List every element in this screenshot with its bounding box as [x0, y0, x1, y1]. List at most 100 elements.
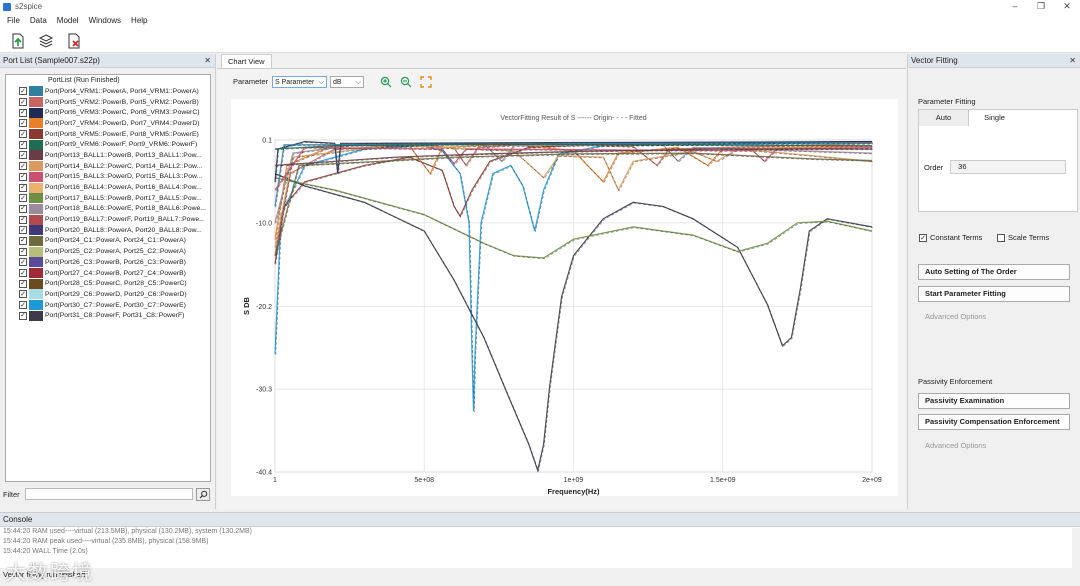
series-fitted-line [275, 144, 873, 241]
layers-button[interactable] [37, 32, 55, 50]
checkbox-checked-icon[interactable]: ✓ [19, 279, 27, 288]
filter-input[interactable] [25, 488, 193, 500]
constant-terms-checkbox[interactable]: ✓ Constant Terms [919, 233, 982, 242]
minimize-button[interactable]: – [1012, 1, 1018, 11]
parameter-row: Parameter S Parameter ⌵ dB ⌵ [233, 75, 432, 88]
menu-windows[interactable]: Windows [88, 16, 122, 25]
port-row[interactable]: ✓ Port(Port16_BALL4::PowerA, Port16_BALL4… [6, 182, 210, 193]
port-row[interactable]: ✓ Port(Port31_C8::PowerF, Port31_C8::Powe… [6, 310, 210, 321]
port-row[interactable]: ✓ Port(Port15_BALL3::PowerD, Port15_BALL3… [6, 171, 210, 183]
port-row[interactable]: ✓ Port(Port9_VRM6::PowerF, Port9_VRM6::Po… [6, 139, 210, 150]
zoom-in-icon[interactable] [380, 76, 392, 88]
unit-select[interactable]: dB ⌵ [330, 75, 365, 88]
tab-auto[interactable]: Auto [919, 110, 969, 126]
port-row[interactable]: ✓ Port(Port5_VRM2::PowerB, Port5_VRM2::Po… [6, 97, 210, 108]
filter-search-button[interactable] [196, 487, 210, 501]
menu-model[interactable]: Model [56, 16, 79, 25]
tab-chart-view[interactable]: Chart View [221, 54, 272, 68]
port-label: Port(Port25_C2::PowerA, Port25_C2::Power… [45, 248, 186, 256]
checkbox-checked-icon[interactable]: ✓ [19, 140, 27, 149]
checkbox-checked-icon[interactable]: ✓ [19, 247, 27, 256]
checkbox-checked-icon[interactable]: ✓ [19, 226, 27, 235]
import-button[interactable] [9, 32, 27, 50]
port-row[interactable]: ✓ Port(Port17_BALL5::PowerB, Port17_BALL5… [6, 193, 210, 204]
order-input[interactable]: 36 [950, 160, 1067, 174]
checkbox-checked-icon[interactable]: ✓ [19, 183, 27, 192]
parameter-select[interactable]: S Parameter ⌵ [272, 75, 328, 88]
port-row[interactable]: ✓ Port(Port29_C6::PowerD, Port29_C6::Powe… [6, 289, 210, 300]
port-row[interactable]: ✓ Port(Port26_C3::PowerB, Port26_C3::Powe… [6, 257, 210, 268]
delete-file-button[interactable] [65, 32, 83, 50]
checkbox-checked-icon[interactable]: ✓ [19, 119, 27, 128]
series-fitted-line [275, 153, 873, 257]
maximize-button[interactable]: ❐ [1036, 1, 1046, 11]
checkbox-checked-icon[interactable]: ✓ [19, 151, 27, 160]
checkbox-checked-icon[interactable]: ✓ [19, 236, 27, 245]
console-panel: Console 15:44:20 RAM used----virtual (21… [0, 512, 1080, 568]
port-row[interactable]: ✓ Port(Port27_C4::PowerB, Port27_C4::Powe… [6, 268, 210, 279]
scale-terms-label: Scale Terms [1008, 233, 1050, 242]
chevron-down-icon: ⌵ [355, 78, 362, 86]
port-row[interactable]: ✓ Port(Port14_BALL2::PowerC, Port14_BALL2… [6, 161, 210, 172]
port-row[interactable]: ✓ Port(Port30_C7::PowerE, Port30_C7::Powe… [6, 300, 210, 311]
menu-file[interactable]: File [7, 16, 20, 25]
checkbox-checked-icon[interactable]: ✓ [19, 290, 27, 299]
port-list-title: Port List (Sample007.s22p) [3, 56, 100, 65]
port-row[interactable]: ✓ Port(Port28_C5::PowerC, Port28_C5::Powe… [6, 278, 210, 289]
checkbox-checked-icon[interactable]: ✓ [19, 215, 27, 224]
series-origin-line [274, 144, 873, 248]
port-row[interactable]: ✓ Port(Port7_VRM4::PowerD, Port7_VRM4::Po… [6, 118, 210, 129]
passivity-examination-button[interactable]: Passivity Examination [918, 393, 1070, 409]
passivity-compensation-button[interactable]: Passivity Compensation Enforcement [918, 414, 1070, 430]
checkbox-checked-icon[interactable]: ✓ [19, 172, 27, 181]
port-color-swatch [29, 300, 43, 311]
parameter-label: Parameter [233, 77, 269, 86]
checkbox-checked-icon[interactable]: ✓ [19, 98, 27, 107]
checkbox-checked-icon[interactable]: ✓ [19, 301, 27, 310]
checkbox-checked-icon[interactable]: ✓ [19, 269, 27, 278]
port-color-swatch [29, 86, 43, 97]
checkbox-checked-icon[interactable]: ✓ [19, 258, 27, 267]
tab-single[interactable]: Single [969, 110, 1020, 126]
port-row[interactable]: ✓ Port(Port13_BALL1::PowerB, Port13_BALL1… [6, 150, 210, 161]
advanced-options-link-2[interactable]: Advanced Options [925, 441, 987, 450]
checkbox-checked-icon[interactable]: ✓ [19, 204, 27, 213]
chart-view-panel: Chart View Parameter S Parameter ⌵ dB ⌵ [217, 54, 906, 509]
menu-help[interactable]: Help [131, 16, 148, 25]
checkbox-checked-icon[interactable]: ✓ [19, 87, 27, 96]
port-row[interactable]: ✓ Port(Port25_C2::PowerA, Port25_C2::Powe… [6, 246, 210, 257]
checkbox-checked-icon[interactable]: ✓ [19, 311, 27, 320]
port-row[interactable]: ✓ Port(Port24_C1::PowerA, Port24_C1::Powe… [6, 235, 210, 247]
port-color-swatch [29, 268, 43, 279]
close-icon[interactable]: ✕ [1069, 56, 1076, 65]
port-row[interactable]: ✓ Port(Port4_VRM1::PowerA, Port4_VRM1::Po… [6, 86, 210, 97]
checkbox-checked-icon[interactable]: ✓ [19, 130, 27, 139]
port-row[interactable]: ✓ Port(Port6_VRM3::PowerC, Port6_VRM3::Po… [6, 107, 210, 118]
checkbox-checked-icon[interactable]: ✓ [19, 162, 27, 171]
series-fitted-line [275, 174, 873, 473]
port-row[interactable]: ✓ Port(Port19_BALL7::PowerF, Port19_BALL7… [6, 214, 210, 225]
port-label: Port(Port5_VRM2::PowerB, Port5_VRM2::Pow… [45, 98, 199, 106]
auto-order-button[interactable]: Auto Setting of The Order [918, 264, 1070, 280]
port-row[interactable]: ✓ Port(Port8_VRM5::PowerE, Port8_VRM5::Po… [6, 129, 210, 140]
scale-terms-checkbox[interactable]: Scale Terms [997, 233, 1049, 242]
fit-view-icon[interactable] [420, 75, 432, 88]
port-row[interactable]: ✓ Port(Port18_BALL6::PowerE, Port18_BALL6… [6, 203, 210, 215]
start-fitting-button[interactable]: Start Parameter Fitting [918, 286, 1070, 302]
close-icon[interactable]: ✕ [204, 56, 211, 65]
checkbox-checked-icon[interactable]: ✓ [19, 194, 27, 203]
zoom-out-icon[interactable] [400, 76, 412, 88]
menu-data[interactable]: Data [29, 16, 47, 25]
port-color-swatch [29, 203, 43, 214]
series-origin-line [274, 177, 873, 259]
port-row[interactable]: ✓ Port(Port20_BALL8::PowerA, Port20_BALL8… [6, 225, 210, 236]
port-color-swatch [29, 225, 43, 236]
console-scrollbar[interactable] [1072, 528, 1080, 568]
checkbox-checked-icon[interactable]: ✓ [19, 108, 27, 117]
watermark-text: 大数跨境 [6, 560, 94, 584]
advanced-options-link[interactable]: Advanced Options [925, 312, 987, 321]
chevron-down-icon: ⌵ [318, 78, 325, 86]
close-window-button[interactable]: ✕ [1063, 1, 1071, 11]
console-line: 15:44:20 RAM used----virtual (213.5MB), … [3, 528, 252, 535]
series-origin-line [274, 146, 873, 191]
